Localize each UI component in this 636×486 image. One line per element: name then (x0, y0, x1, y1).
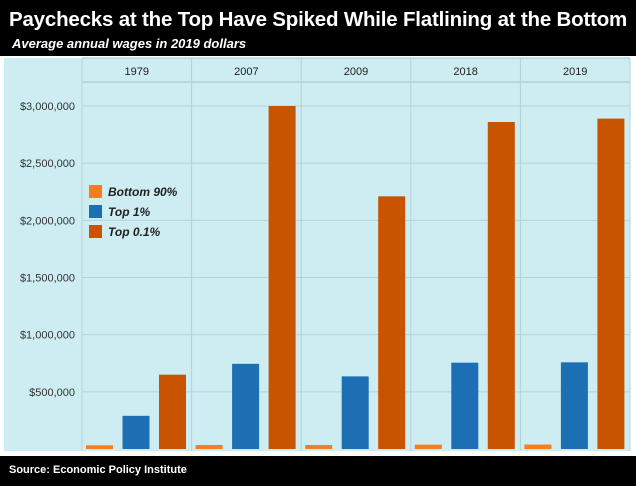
chart-subtitle: Average annual wages in 2019 dollars (12, 36, 247, 51)
category-label: 2019 (563, 66, 587, 78)
chart-title: Paychecks at the Top Have Spiked While F… (9, 8, 628, 31)
bar (597, 118, 625, 450)
source-note: Source: Economic Policy Institute (9, 464, 187, 476)
bar (487, 122, 515, 450)
plot-background (4, 58, 630, 451)
category-header-strip (82, 58, 630, 82)
category-label: 2007 (234, 66, 258, 78)
legend-swatch (89, 225, 102, 238)
legend-label: Top 0.1% (108, 225, 161, 239)
category-label: 1979 (125, 66, 149, 78)
category-label: 2018 (453, 66, 477, 78)
y-tick-label: $3,000,000 (20, 101, 75, 113)
footer-band: Source: Economic Policy Institute (0, 456, 636, 486)
bar (268, 106, 296, 449)
header-band: Paychecks at the Top Have Spiked While F… (0, 0, 636, 56)
bar (524, 444, 552, 449)
bar (195, 444, 223, 449)
bar (451, 362, 479, 449)
bar (378, 196, 406, 449)
bar (414, 444, 442, 449)
y-tick-label: $1,500,000 (20, 273, 75, 285)
bar (305, 444, 333, 449)
legend-swatch (89, 205, 102, 218)
y-tick-label: $2,500,000 (20, 158, 75, 170)
bar (232, 363, 260, 449)
legend-swatch (89, 185, 102, 198)
bar (122, 415, 150, 449)
y-tick-label: $2,000,000 (20, 215, 75, 227)
bar (560, 362, 588, 449)
y-tick-label: $1,000,000 (20, 330, 75, 342)
bar (159, 374, 186, 449)
category-label: 2009 (344, 66, 368, 78)
bar (341, 376, 369, 449)
legend-label: Bottom 90% (108, 185, 178, 199)
y-tick-label: $500,000 (29, 387, 75, 399)
bar (86, 445, 113, 449)
legend-label: Top 1% (108, 205, 151, 219)
